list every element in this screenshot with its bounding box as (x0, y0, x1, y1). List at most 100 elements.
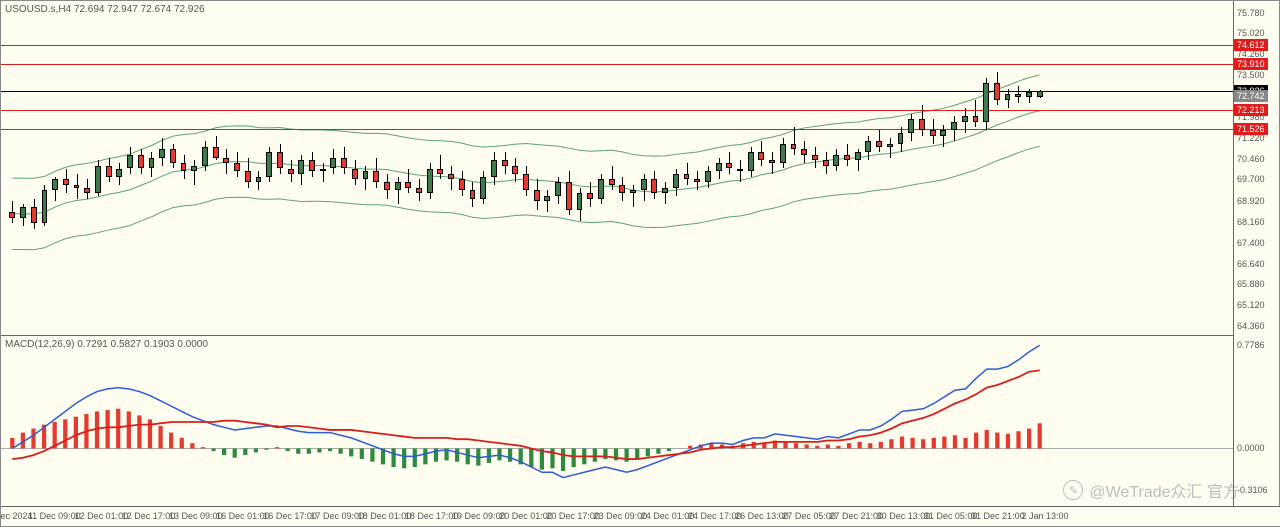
candle (694, 179, 700, 182)
candle (491, 160, 497, 176)
candle (769, 160, 775, 163)
candle (470, 190, 476, 198)
candle-wick (612, 166, 613, 191)
time-tick: 30 Dec 13:00 (877, 511, 931, 521)
candle (523, 174, 529, 190)
candle (298, 160, 304, 174)
candle (330, 158, 336, 169)
time-tick: 26 Dec 13:00 (735, 511, 789, 521)
candle (930, 130, 936, 135)
candle (170, 149, 176, 163)
watermark-icon: ✎ (1063, 480, 1083, 500)
candle (159, 149, 165, 157)
macd-axis: 0.77860.0000-0.3106 (1233, 336, 1279, 508)
price-marker: 71.526 (1234, 123, 1268, 135)
candle (384, 182, 390, 190)
horizontal-line (1, 110, 1235, 111)
candle-wick (890, 138, 891, 157)
candle (480, 177, 486, 199)
horizontal-line (1, 91, 1235, 92)
candle (641, 179, 647, 190)
price-tick: 75.780 (1237, 8, 1265, 18)
candle (566, 182, 572, 209)
candle-wick (772, 152, 773, 174)
main-price-chart[interactable]: USOUSD.s,H4 72.694 72.947 72.674 72.926 (1, 1, 1235, 336)
candle (544, 196, 550, 201)
candle (223, 158, 229, 163)
candle (116, 169, 122, 177)
time-tick: 27 Dec 21:00 (829, 511, 883, 521)
time-tick: 16 Dec 01:00 (216, 511, 270, 521)
symbol-title: USOUSD.s,H4 72.694 72.947 72.674 72.926 (5, 4, 205, 15)
candle (577, 193, 583, 209)
candle (202, 147, 208, 166)
candle-wick (408, 169, 409, 194)
candle (908, 119, 914, 133)
candle (341, 158, 347, 169)
candle (1015, 94, 1021, 97)
time-tick: 31 Dec 05:00 (924, 511, 978, 521)
candle (395, 182, 401, 190)
candle (20, 207, 26, 218)
time-tick: 24 Dec 17:00 (688, 511, 742, 521)
time-axis: 10 Dec 202411 Dec 09:0012 Dec 01:0012 De… (1, 506, 1280, 526)
price-tick: 68.920 (1237, 196, 1265, 206)
candle (266, 152, 272, 177)
candle (919, 119, 925, 130)
candle (256, 177, 262, 182)
candle (52, 179, 58, 190)
price-marker: 73.910 (1234, 58, 1268, 70)
candle (887, 144, 893, 147)
candle (95, 166, 101, 193)
candle (427, 169, 433, 194)
candle-wick (440, 155, 441, 180)
price-tick: 68.160 (1237, 217, 1265, 227)
time-tick: 18 Dec 01:00 (358, 511, 412, 521)
candle (619, 185, 625, 193)
candle (63, 179, 69, 184)
time-tick: 20 Dec 17:00 (546, 511, 600, 521)
time-tick: 18 Dec 17:00 (405, 511, 459, 521)
price-tick: 65.120 (1237, 300, 1265, 310)
macd-svg (1, 336, 1235, 508)
time-tick: 12 Dec 01:00 (75, 511, 129, 521)
candle-wick (975, 100, 976, 127)
macd-tick: -0.3106 (1237, 485, 1268, 495)
candle (191, 166, 197, 171)
candle (598, 179, 604, 198)
horizontal-line (1, 64, 1235, 65)
time-tick: 12 Dec 17:00 (122, 511, 176, 521)
candle (534, 190, 540, 201)
time-tick: 31 Dec 21:00 (971, 511, 1025, 521)
candle (855, 152, 861, 160)
macd-tick: 0.7786 (1237, 340, 1265, 350)
candle (994, 83, 1000, 99)
candle (630, 190, 636, 193)
candle (1026, 92, 1032, 97)
candle (737, 169, 743, 172)
candle (437, 169, 443, 174)
candle (801, 149, 807, 154)
horizontal-line (1, 129, 1235, 130)
candle-wick (943, 125, 944, 147)
macd-indicator-chart[interactable]: MACD(12,26,9) 0.7291 0.5827 0.1903 0.000… (1, 336, 1235, 508)
candle (823, 160, 829, 165)
candle (31, 207, 37, 223)
candle (245, 171, 251, 182)
candle (320, 169, 326, 172)
candle (684, 174, 690, 179)
chart-container: USOUSD.s,H4 72.694 72.947 72.674 72.926 … (0, 0, 1280, 527)
candle (149, 158, 155, 169)
time-tick: 16 Dec 17:00 (263, 511, 317, 521)
candle (309, 160, 315, 171)
price-tick: 67.400 (1237, 238, 1265, 248)
candle (758, 152, 764, 160)
candle (651, 179, 657, 193)
candle (951, 122, 957, 130)
candle (512, 166, 518, 174)
price-axis: 75.78075.02074.26073.50072.74071.98071.2… (1233, 1, 1279, 336)
candle (74, 185, 80, 188)
price-tick: 75.020 (1237, 28, 1265, 38)
price-tick: 64.360 (1237, 321, 1265, 331)
time-tick: 2 Jan 13:00 (1021, 511, 1068, 521)
